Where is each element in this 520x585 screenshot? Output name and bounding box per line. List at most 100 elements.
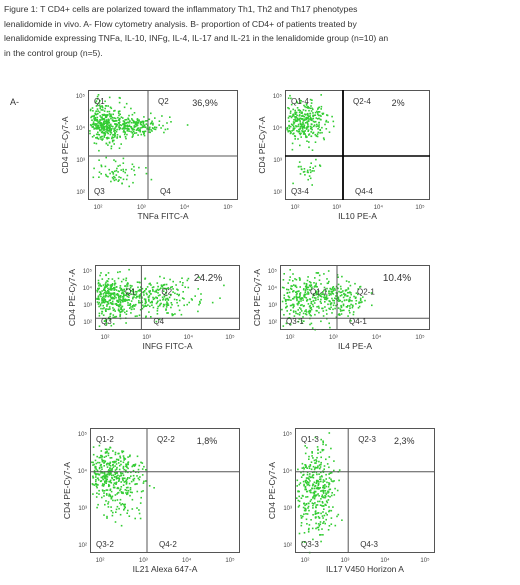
y-tick-label: 10⁵ — [83, 268, 93, 275]
x-axis-label: IL17 V450 Horizon A — [326, 564, 404, 574]
x-tick-label: 10³ — [329, 335, 338, 341]
x-tick-label: 10⁴ — [380, 557, 390, 564]
plot-frame — [285, 90, 430, 200]
quadrant-label: Q4-2 — [159, 540, 177, 549]
quadrant-label: Q1-3 — [301, 435, 319, 444]
caption-line-3: lenalidomide expressing TNFa, IL-10, INF… — [4, 33, 389, 44]
y-tick-label: 10² — [283, 543, 292, 549]
y-tick-label: 10⁴ — [76, 125, 86, 132]
x-tick-label: 10² — [291, 205, 300, 211]
y-tick-label: 10³ — [283, 506, 292, 512]
x-tick-label: 10⁵ — [225, 557, 235, 564]
y-tick-label: 10⁵ — [283, 431, 293, 438]
x-tick-label: 10³ — [137, 205, 146, 211]
quadrant-label: Q4-1 — [349, 317, 367, 326]
flow-plot-3: Q1 Q2 Q3 Q4 24.2% 10² 10³ 10⁴ 10⁵ 10² 10³ 10⁴ 10⁵ INF… — [67, 265, 240, 351]
y-tick-label: 10⁵ — [76, 93, 86, 100]
y-axis-label: CD4 PE-Cy7-A — [62, 462, 72, 519]
y-tick-label: 10⁴ — [78, 468, 88, 475]
x-tick-label: 10² — [301, 558, 310, 564]
plot-frame — [295, 428, 435, 553]
x-tick-label: 10⁵ — [223, 204, 233, 211]
flow-plot-4: Q1-1 Q2-1 Q3-1 Q4-1 10.4% 10² 10³ 10⁴ 10⁵ 10² 10³ 1… — [252, 265, 430, 351]
y-tick-label: 10³ — [83, 303, 92, 309]
y-tick-label: 10⁴ — [283, 468, 293, 475]
x-tick-label: 10² — [286, 335, 295, 341]
y-axis-label: CD4 PE-Cy7-A — [257, 116, 267, 173]
gate-percentage: 2% — [392, 98, 405, 108]
gate-percentage: 36,9% — [192, 98, 218, 108]
plot-frame — [88, 90, 238, 200]
x-axis-label: IL10 PE-A — [338, 211, 377, 221]
event-dots — [96, 268, 225, 328]
quadrant-label: Q2 — [158, 97, 169, 106]
gate-percentage: 1,8% — [197, 436, 218, 446]
y-tick-label: 10² — [78, 543, 87, 549]
quadrant-label: Q2-4 — [353, 97, 371, 106]
caption-line-1: Figure 1: T CD4+ cells are polarized tow… — [4, 4, 358, 14]
quadrant-label: Q2-2 — [157, 435, 175, 444]
quadrant-label: Q2-1 — [357, 287, 375, 296]
y-tick-label: 10² — [83, 320, 92, 326]
x-tick-label: 10³ — [139, 558, 148, 564]
quadrant-label: Q1-2 — [96, 435, 114, 444]
x-tick-label: 10² — [101, 335, 110, 341]
x-axis-label: INFG FITC-A — [142, 341, 192, 351]
figure-caption: Figure 1: T CD4+ cells are polarized tow… — [4, 2, 518, 60]
quadrant-label: Q1-4 — [291, 97, 309, 106]
caption-line-2: lenalidomide in vivo. A- Flow cytometry … — [4, 18, 357, 29]
quadrant-label: Q3-3 — [301, 540, 319, 549]
y-tick-label: 10⁴ — [268, 285, 278, 292]
quadrant-label: Q3 — [94, 187, 105, 196]
y-tick-label: 10² — [268, 320, 277, 326]
quadrant-label: Q3-2 — [96, 540, 114, 549]
x-axis-label: IL21 Alexa 647-A — [133, 564, 198, 574]
quadrant-label: Q3-1 — [286, 317, 304, 326]
x-tick-label: 10⁴ — [374, 204, 384, 211]
y-axis-label: CD4 PE-Cy7-A — [60, 116, 70, 173]
y-axis-label: CD4 PE-Cy7-A — [67, 269, 77, 326]
x-tick-label: 10⁵ — [415, 334, 425, 341]
panel-label: A- — [10, 97, 19, 107]
scatter-plot: Q1 Q2 Q3 Q4 36,9% 10² 10³ 10⁴ 10⁵ 10² 10³ 10⁴ 10⁵ TNF… — [60, 90, 238, 221]
quadrant-label: Q4-3 — [360, 540, 378, 549]
quadrant-label: Q1-1 — [310, 287, 328, 296]
x-tick-label: 10⁴ — [372, 334, 382, 341]
x-tick-label: 10⁴ — [182, 557, 192, 564]
x-tick-label: 10³ — [341, 558, 350, 564]
y-axis-label: CD4 PE-Cy7-A — [267, 462, 277, 519]
plot-frame — [95, 265, 240, 330]
x-tick-label: 10⁵ — [415, 204, 425, 211]
gate-percentage: 2,3% — [394, 436, 415, 446]
y-tick-label: 10⁵ — [78, 431, 88, 438]
scatter-plot: Q1-2 Q2-2 Q3-2 Q4-2 1,8% 10² 10³ 10⁴ 10⁵ 10² 10³ 10… — [62, 428, 240, 574]
plot-frame — [280, 265, 430, 330]
y-tick-label: 10⁵ — [273, 93, 283, 100]
y-tick-label: 10⁵ — [268, 268, 278, 275]
gate-percentage: 10.4% — [383, 273, 411, 284]
event-dots — [296, 432, 343, 554]
y-tick-label: 10³ — [76, 158, 85, 164]
y-tick-label: 10³ — [78, 506, 87, 512]
flow-plot-1: Q1 Q2 Q3 Q4 36,9% 10² 10³ 10⁴ 10⁵ 10² 10³ 10⁴ 10⁵ TNF… — [60, 90, 238, 221]
quadrant-label: Q2-3 — [358, 435, 376, 444]
scatter-plot: Q1-1 Q2-1 Q3-1 Q4-1 10.4% 10² 10³ 10⁴ 10⁵ 10² 10³ 1… — [252, 265, 430, 351]
scatter-plot: Q1-3 Q2-3 Q3-3 Q4-3 2,3% 10² 10³ 10⁴ 10⁵ 10² 10³ 10… — [267, 428, 435, 574]
flow-plot-5: Q1-2 Q2-2 Q3-2 Q4-2 1,8% 10² 10³ 10⁴ 10⁵ 10² 10³ 10… — [62, 428, 240, 574]
x-axis-label: TNFa FITC-A — [138, 211, 189, 221]
quadrant-label: Q1 — [94, 97, 105, 106]
y-tick-label: 10³ — [273, 158, 282, 164]
event-dots — [89, 94, 189, 188]
flow-plot-2: Q1-4 Q2-4 Q3-4 Q4-4 2% 10² 10³ 10⁴ 10⁵ 10² 10³ 10⁴ 1… — [257, 90, 430, 221]
scatter-plot: Q1 Q2 Q3 Q4 24.2% 10² 10³ 10⁴ 10⁵ 10² 10³ 10⁴ 10⁵ INF… — [67, 265, 240, 351]
flow-plot-6: Q1-3 Q2-3 Q3-3 Q4-3 2,3% 10² 10³ 10⁴ 10⁵ 10² 10³ 10… — [267, 428, 435, 574]
gate-percentage: 24.2% — [194, 273, 222, 284]
caption-line-4: in the control group (n=5). — [4, 47, 103, 58]
x-tick-label: 10⁵ — [225, 334, 235, 341]
quadrant-label: Q1 — [125, 287, 136, 296]
x-tick-label: 10³ — [142, 335, 151, 341]
x-tick-label: 10⁵ — [420, 557, 430, 564]
y-axis-label: CD4 PE-Cy7-A — [252, 269, 262, 326]
x-tick-label: 10⁴ — [180, 204, 190, 211]
scatter-plot: Q1-4 Q2-4 Q3-4 Q4-4 2% 10² 10³ 10⁴ 10⁵ 10² 10³ 10⁴ 1… — [257, 90, 430, 221]
